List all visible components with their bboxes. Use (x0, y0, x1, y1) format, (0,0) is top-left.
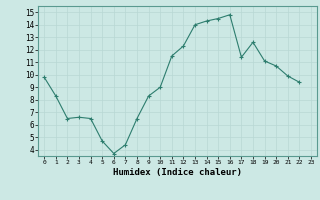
X-axis label: Humidex (Indice chaleur): Humidex (Indice chaleur) (113, 168, 242, 177)
